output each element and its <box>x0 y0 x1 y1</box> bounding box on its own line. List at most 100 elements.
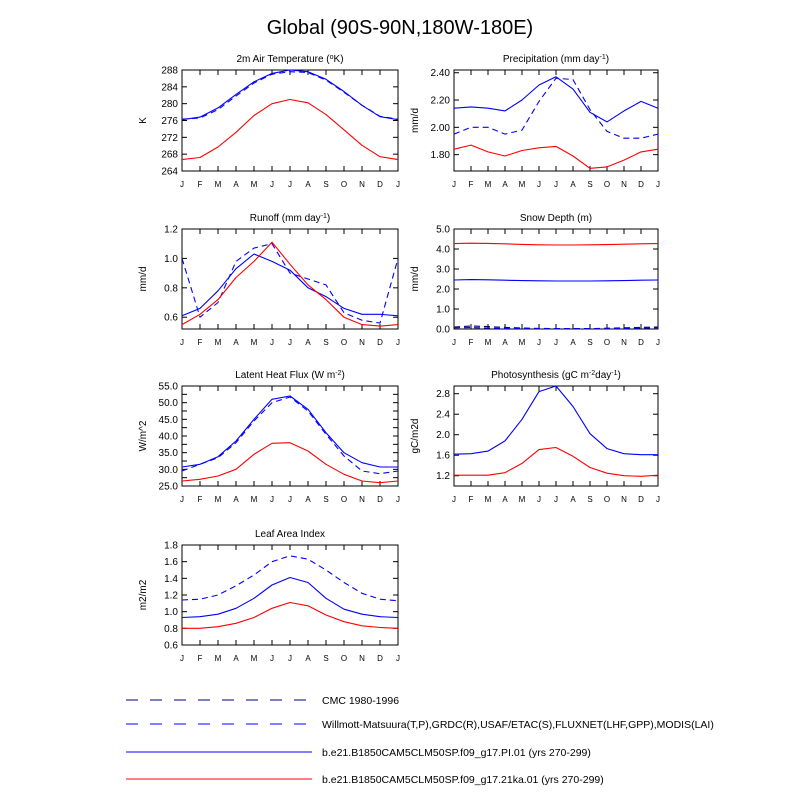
x-tick-label: J <box>180 654 184 663</box>
chart-panel-2: Precipitation (mm day-1) 1.80 2.00 2.20 2.40… <box>410 54 660 190</box>
x-tick-label: D <box>638 180 644 189</box>
x-tick-label: J <box>452 495 456 504</box>
x-tick-label: M <box>519 338 526 347</box>
x-tick-label: D <box>638 338 644 347</box>
x-tick-label: J <box>396 180 400 189</box>
x-tick-label: M <box>485 495 492 504</box>
x-tick-label: J <box>554 338 558 347</box>
chart-panel-6: Photosynthesis (gC m-2day-1) 1.2 1.6 2.0 2.4… <box>410 370 660 505</box>
x-tick-label: N <box>359 180 365 189</box>
y-tick-label: 1.80 <box>431 150 451 161</box>
x-tick-label: S <box>587 338 592 347</box>
series-line-21ka-01 <box>454 446 659 477</box>
x-tick-label: M <box>251 654 258 663</box>
y-axis-label: mm/d <box>410 108 421 133</box>
x-tick-label: A <box>502 180 508 189</box>
series-line-pi-01 <box>181 69 399 121</box>
y-tick-label: 45.0 <box>159 415 179 426</box>
y-tick-label: 272 <box>161 133 178 144</box>
page-title: Global (90S-90N,180W-180E) <box>267 17 533 39</box>
y-tick-label: 40.0 <box>159 432 179 443</box>
legend-item: CMC 1980-1996 <box>126 695 399 707</box>
x-tick-label: S <box>323 495 328 504</box>
x-tick-label: J <box>656 338 660 347</box>
y-tick-label: 1.2 <box>164 591 178 602</box>
x-tick-label: J <box>537 180 541 189</box>
chart-panel-5: Latent Heat Flux (W m-2) 25.0 30.0 35.0 40.0… <box>138 370 400 505</box>
series-line-willmott-matsuura <box>181 243 399 324</box>
y-tick-label: 0.8 <box>164 283 178 294</box>
x-tick-label: F <box>469 180 474 189</box>
y-tick-label: 2.0 <box>436 285 450 296</box>
x-tick-label: M <box>485 338 492 347</box>
legend: CMC 1980-1996 Willmott-Matsuura(T,P),GRDC… <box>126 695 714 786</box>
x-tick-label: J <box>396 338 400 347</box>
x-tick-label: S <box>323 654 328 663</box>
chart-title: Leaf Area Index <box>255 529 325 540</box>
x-tick-label: N <box>359 495 365 504</box>
series-line-willmott-matsuura <box>181 396 399 475</box>
y-tick-label: 268 <box>161 150 178 161</box>
y-tick-label: 0.6 <box>164 313 178 324</box>
x-tick-label: F <box>469 495 474 504</box>
x-tick-label: A <box>233 654 239 663</box>
y-tick-label: 1.8 <box>164 541 178 552</box>
y-tick-label: 288 <box>161 66 178 77</box>
x-tick-label: A <box>233 338 239 347</box>
series-line-21ka-01 <box>182 601 399 629</box>
series-line-pi-01 <box>453 279 659 282</box>
x-tick-label: S <box>587 180 592 189</box>
series-line-21ka-01 <box>453 144 659 169</box>
x-tick-label: F <box>198 654 203 663</box>
series-line-willmott-matsuura <box>181 71 399 120</box>
y-tick-label: 1.4 <box>164 574 178 585</box>
y-tick-label: 0.8 <box>164 624 178 635</box>
x-tick-label: D <box>377 495 383 504</box>
y-tick-label: 2.00 <box>431 123 451 134</box>
y-tick-label: 0.0 <box>436 325 450 336</box>
x-tick-label: O <box>604 338 610 347</box>
x-tick-label: O <box>341 338 347 347</box>
plot-frame <box>453 385 659 487</box>
chart-title: Runoff (mm day-1) <box>250 213 331 225</box>
y-tick-label: 2.20 <box>431 96 451 107</box>
x-tick-label: F <box>198 495 203 504</box>
x-tick-label: J <box>270 338 274 347</box>
chart-panel-7: Leaf Area Index 0.6 0.8 1.0 1.2 1.4 1.6 1.8 J F M A… <box>138 529 400 663</box>
series-line-21ka-01 <box>453 242 659 246</box>
series-line-21ka-01 <box>181 98 399 161</box>
chart-title: Photosynthesis (gC m-2day-1) <box>491 370 621 382</box>
x-tick-label: D <box>377 180 383 189</box>
x-tick-label: M <box>251 180 258 189</box>
x-tick-label: M <box>251 338 258 347</box>
x-tick-label: S <box>587 495 592 504</box>
series-line-willmott-matsuura <box>181 555 399 602</box>
chart-panel-4: Snow Depth (m) 0.0 1.0 2.0 3.0 4.0 5.0 J F M A M J J A… <box>410 213 660 347</box>
y-axis-label: mm/d <box>410 267 421 292</box>
x-tick-label: J <box>270 495 274 504</box>
x-tick-label: S <box>323 180 328 189</box>
y-tick-label: 55.0 <box>159 382 179 393</box>
x-tick-label: A <box>570 495 576 504</box>
legend-item: b.e21.B1850CAM5CLM50SP.f09_g17.PI.01 (yr… <box>126 747 591 759</box>
x-tick-label: J <box>452 180 456 189</box>
x-tick-label: S <box>323 338 328 347</box>
x-tick-label: N <box>359 654 365 663</box>
series-line-21ka-01 <box>181 442 399 484</box>
panels: 2m Air Temperature (oK) 264 268 272 276 280 28… <box>138 54 660 664</box>
x-tick-label: J <box>288 495 292 504</box>
legend-label: CMC 1980-1996 <box>322 695 399 707</box>
series-line-pi-01 <box>181 576 399 619</box>
x-tick-label: J <box>288 338 292 347</box>
legend-label: b.e21.B1850CAM5CLM50SP.f09_g17.21ka.01 (… <box>322 774 604 786</box>
legend-item: Willmott-Matsuura(T,P),GRDC(R),USAF/ETAC… <box>126 719 714 731</box>
y-tick-label: 0.6 <box>164 641 178 652</box>
x-tick-label: A <box>305 180 311 189</box>
y-tick-label: 1.6 <box>436 451 450 462</box>
x-tick-label: J <box>180 180 184 189</box>
x-tick-label: N <box>621 180 627 189</box>
x-tick-label: J <box>537 338 541 347</box>
x-tick-label: J <box>656 180 660 189</box>
series-line-willmott-matsuura <box>453 77 659 139</box>
